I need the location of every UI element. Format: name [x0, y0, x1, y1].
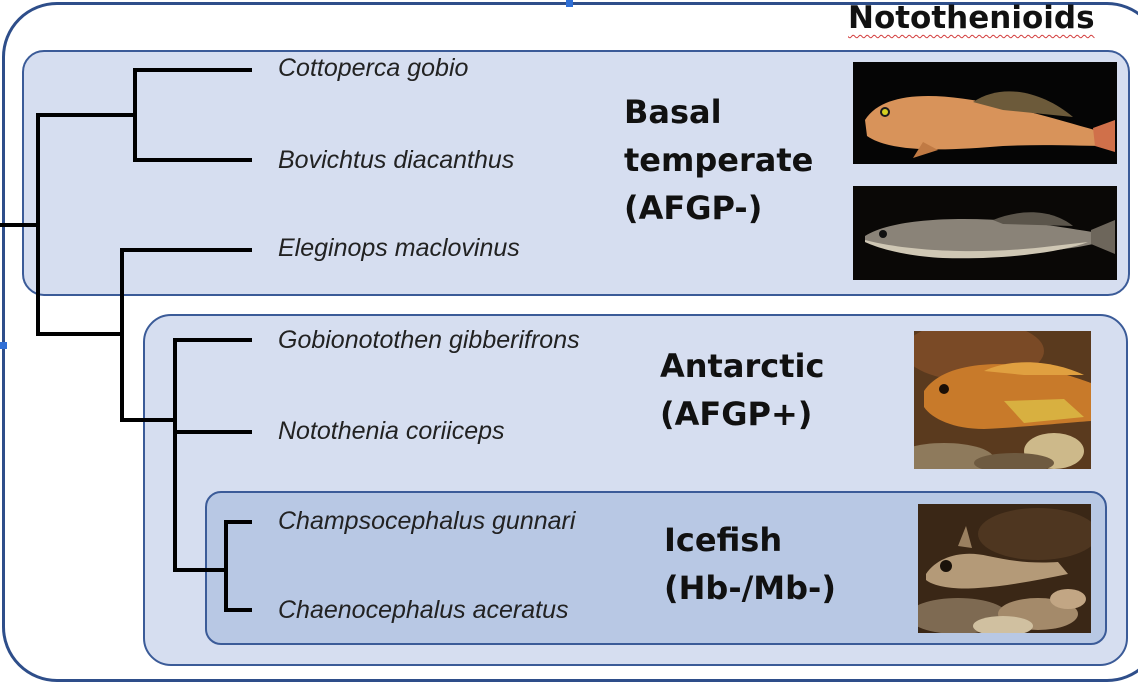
basal-label-line3: (AFGP-): [624, 189, 763, 227]
antarctic-label: Antarctic (AFGP+): [660, 342, 824, 438]
species-label-champsocephalus: Champsocephalus gunnari: [278, 507, 576, 535]
icefish-label-line2: (Hb-/Mb-): [664, 569, 836, 607]
species-label-cottoperca: Cottoperca gobio: [278, 54, 469, 82]
species-label-chaenocephalus: Chaenocephalus aceratus: [278, 596, 569, 624]
fish-photo-eleginops: [853, 186, 1117, 280]
antarctic-label-line1: Antarctic: [660, 347, 825, 385]
fish-photo-notothenia: [914, 331, 1091, 469]
icefish-label: Icefish (Hb-/Mb-): [664, 516, 836, 612]
basal-label-line2: temperate: [624, 141, 814, 179]
diagram-title: Notothenioids: [848, 0, 1095, 36]
basal-label-line1: Basal: [624, 93, 722, 131]
fish-photo-icefish: [918, 504, 1091, 633]
fish-photo-cottoperca: [853, 62, 1117, 164]
species-label-notothenia: Notothenia coriiceps: [278, 417, 505, 445]
antarctic-label-line2: (AFGP+): [660, 395, 813, 433]
selection-handle[interactable]: [566, 0, 573, 7]
species-label-bovichtus: Bovichtus diacanthus: [278, 146, 515, 174]
basal-temperate-label: Basal temperate (AFGP-): [624, 88, 813, 232]
icefish-label-line1: Icefish: [664, 521, 783, 559]
species-label-gobionotothen: Gobionotothen gibberifrons: [278, 326, 580, 354]
selection-handle[interactable]: [0, 342, 7, 349]
species-label-eleginops: Eleginops maclovinus: [278, 234, 520, 262]
